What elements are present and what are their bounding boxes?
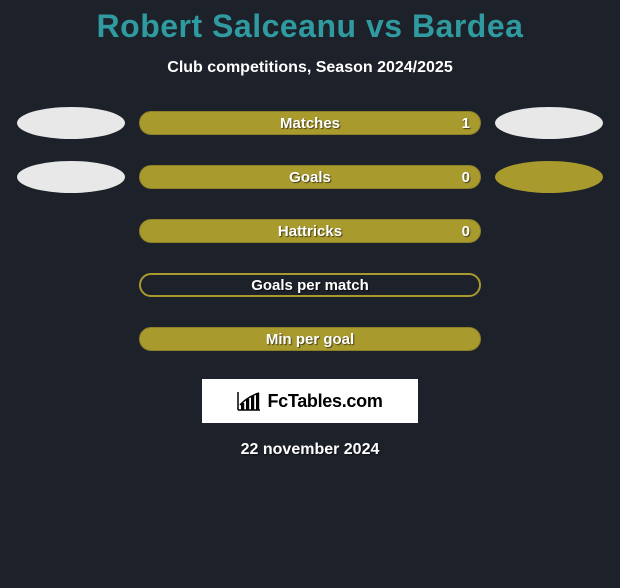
- stat-bar: Matches 1: [139, 111, 481, 135]
- stat-label: Goals: [289, 169, 331, 186]
- left-ellipse: [17, 161, 125, 193]
- stat-label: Goals per match: [251, 277, 369, 294]
- logo-text: FcTables.com: [267, 391, 382, 412]
- subtitle: Club competitions, Season 2024/2025: [0, 59, 620, 77]
- stat-row: Matches 1: [0, 107, 620, 139]
- stat-value: 1: [462, 115, 470, 132]
- stat-bar: Goals per match: [139, 273, 481, 297]
- right-ellipse: [495, 107, 603, 139]
- stat-value: 0: [462, 223, 470, 240]
- logo-box: FcTables.com: [202, 379, 418, 423]
- stat-label: Hattricks: [278, 223, 342, 240]
- chart-icon: [237, 391, 261, 411]
- stat-row: Goals 0: [0, 161, 620, 193]
- stat-rows: Matches 1 Goals 0 Hattricks 0 Goals per match M…: [0, 107, 620, 355]
- stat-bar: Hattricks 0: [139, 219, 481, 243]
- date-text: 22 november 2024: [0, 441, 620, 459]
- left-ellipse: [17, 107, 125, 139]
- stat-row: Hattricks 0: [0, 215, 620, 247]
- stat-bar: Goals 0: [139, 165, 481, 189]
- stat-label: Matches: [280, 115, 340, 132]
- right-ellipse: [495, 161, 603, 193]
- stat-row: Goals per match: [0, 269, 620, 301]
- stat-bar: Min per goal: [139, 327, 481, 351]
- stat-row: Min per goal: [0, 323, 620, 355]
- stat-value: 0: [462, 169, 470, 186]
- stat-label: Min per goal: [266, 331, 354, 348]
- page-title: Robert Salceanu vs Bardea: [0, 8, 620, 45]
